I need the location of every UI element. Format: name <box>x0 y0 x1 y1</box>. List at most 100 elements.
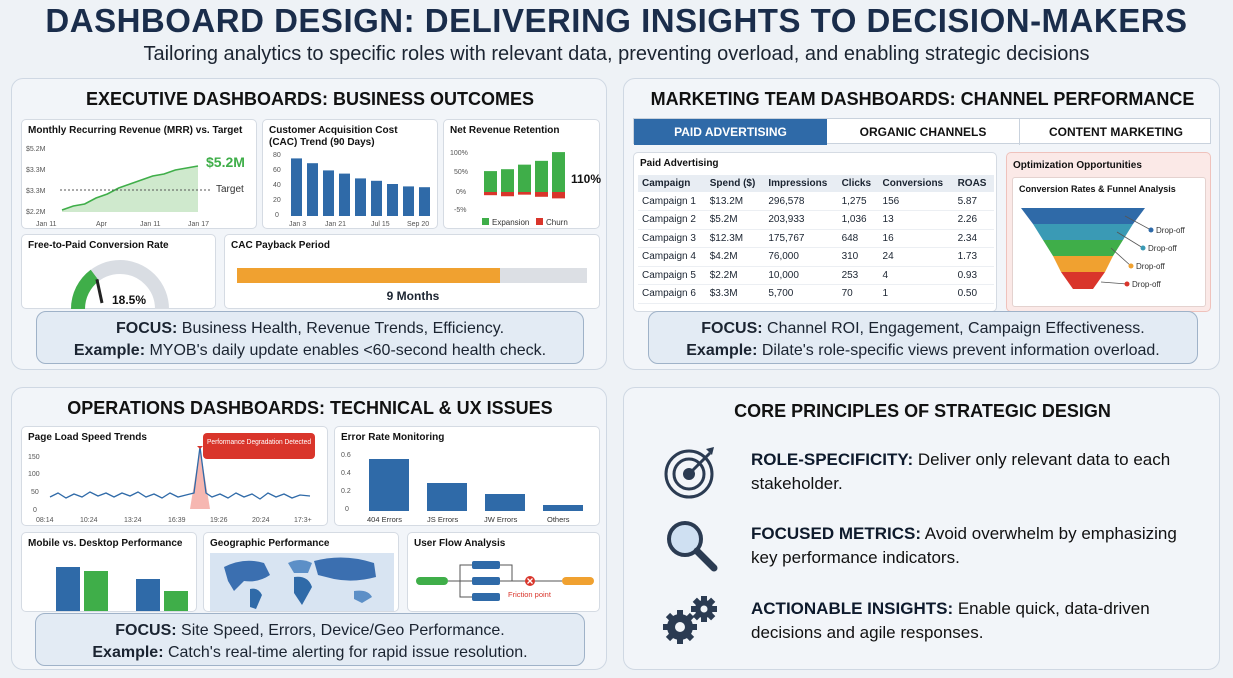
tab-organic-channels[interactable]: ORGANIC CHANNELS <box>827 119 1020 145</box>
paid-table-title: Paid Advertising <box>640 158 719 169</box>
cac-bar <box>419 187 430 216</box>
user-flow-diagram: Friction point <box>416 561 594 601</box>
nrr-expansion-bar <box>484 171 497 192</box>
mobile-desktop-card[interactable]: Mobile vs. Desktop Performance <box>21 532 197 612</box>
tab-paid-advertising[interactable]: PAID ADVERTISING <box>634 119 827 145</box>
conversion-title: Free-to-Paid Conversion Rate <box>28 240 169 251</box>
tab-content-marketing[interactable]: CONTENT MARKETING <box>1049 125 1183 139</box>
mrr-area <box>62 166 198 212</box>
mrr-title: Monthly Recurring Revenue (MRR) vs. Targ… <box>28 125 243 136</box>
table-row[interactable]: Campaign 6 $3.3M 5,700 70 1 0.50 <box>638 284 994 304</box>
flow-node <box>472 593 500 601</box>
cac-bar <box>371 180 382 216</box>
bar <box>84 571 108 611</box>
mrr-xtick: Jan 11 <box>36 221 57 228</box>
example-text: Dilate's role-specific views prevent inf… <box>761 342 1160 359</box>
table-cell: 16 <box>878 229 954 248</box>
cac-bar <box>387 184 398 216</box>
pl-xtick: 13:24 <box>124 517 142 524</box>
nrr-expansion-bar <box>552 152 565 192</box>
error-rate-card[interactable]: Error Rate Monitoring 0.6 0.4 0.2 0 404 … <box>334 426 600 526</box>
table-header[interactable]: Impressions <box>764 175 838 192</box>
mrr-value: $5.2M <box>206 154 245 170</box>
table-header[interactable]: ROAS <box>953 175 994 192</box>
focus-label: FOCUS: <box>115 320 178 337</box>
geo-card[interactable]: Geographic Performance <box>203 532 399 612</box>
payback-track <box>237 268 587 283</box>
err-category: 404 Errors <box>367 515 402 524</box>
nrr-bars <box>484 152 565 199</box>
gear-tooth <box>677 610 683 616</box>
conversion-value: 18.5% <box>112 293 146 307</box>
nrr-ytick: 0% <box>456 189 466 196</box>
table-header[interactable]: Clicks <box>837 175 879 192</box>
alert-badge <box>203 433 315 459</box>
table-cell: 1,036 <box>837 210 879 230</box>
focus-label: FOCUS: <box>115 622 177 639</box>
table-header[interactable]: Conversions <box>878 175 954 192</box>
table-cell: 1.73 <box>953 247 994 267</box>
mrr-chart: $5.2M $3.3M $3.3M $2.2M Jan 11 Apr Jan 1… <box>26 146 245 228</box>
focus-label: FOCUS: <box>701 320 763 337</box>
table-row[interactable]: Campaign 4 $4.2M 76,000 310 24 1.73 <box>638 247 994 267</box>
payback-card[interactable]: CAC Payback Period 9 Months <box>224 234 600 309</box>
principle-text: Enable quick, data-driven decisions and … <box>751 599 1150 642</box>
gear-tooth <box>685 632 695 642</box>
mrr-xtick: Jan 17 <box>188 221 209 228</box>
pl-ytick: 50 <box>31 489 39 496</box>
user-flow-card[interactable]: User Flow Analysis Friction point <box>407 532 600 612</box>
conversion-card[interactable]: Free-to-Paid Conversion Rate 18.5% <box>21 234 216 310</box>
table-cell: 10,000 <box>764 266 838 285</box>
nrr-ytick: -5% <box>454 207 466 214</box>
flow-node <box>562 577 594 585</box>
cac-bars <box>291 158 430 216</box>
table-header[interactable]: Campaign <box>638 175 706 192</box>
table-cell: $4.2M <box>705 247 765 267</box>
bar <box>164 591 188 611</box>
legend-expansion-swatch <box>482 218 489 225</box>
table-cell: 2.34 <box>953 229 994 248</box>
gear-tooth <box>663 624 669 630</box>
cac-ytick: 80 <box>273 152 281 159</box>
example-label: Example: <box>73 342 146 359</box>
mobile-desktop-chart <box>56 567 188 611</box>
paid-advertising-card: Paid Advertising Campaign Spend ($) Impres… <box>633 152 997 312</box>
table-row[interactable]: Campaign 1 $13.2M 296,578 1,275 156 5.87 <box>638 192 994 211</box>
cac-xtick: Jan 21 <box>325 221 346 228</box>
nrr-ytick: 100% <box>450 150 468 157</box>
flow-node <box>472 561 500 569</box>
principle-label: ACTIONABLE INSIGHTS: <box>751 599 954 618</box>
table-cell: 253 <box>837 266 879 285</box>
executive-panel: EXECUTIVE DASHBOARDS: BUSINESS OUTCOMES … <box>11 78 607 370</box>
err-ytick: 0.6 <box>341 452 351 459</box>
table-header[interactable]: Spend ($) <box>705 175 765 192</box>
page-load-card[interactable]: Page Load Speed Trends 150 100 50 0 08:1… <box>21 426 328 526</box>
gear-tooth <box>711 606 717 612</box>
example-label: Example: <box>92 644 164 661</box>
continent <box>288 560 312 573</box>
table-row[interactable]: Campaign 3 $12.3M 175,767 648 16 2.34 <box>638 229 994 248</box>
table-row[interactable]: Campaign 5 $2.2M 10,000 253 4 0.93 <box>638 266 994 285</box>
nrr-churn-bar <box>518 192 531 195</box>
funnel-stage <box>1053 256 1113 272</box>
table-row[interactable]: Campaign 2 $5.2M 203,933 1,036 13 2.26 <box>638 210 994 230</box>
table-cell: Campaign 1 <box>638 192 706 211</box>
bar <box>136 579 160 611</box>
funnel-stage <box>1033 224 1133 240</box>
marketing-heading: MARKETING TEAM DASHBOARDS: CHANNEL PERFO… <box>650 89 1195 109</box>
nrr-card[interactable]: Net Revenue Retention 100% 50% 0% -5% 11… <box>443 119 601 229</box>
cac-bar <box>355 178 366 216</box>
cac-ytick: 20 <box>273 197 281 204</box>
error-bars <box>369 459 583 511</box>
cac-card[interactable]: Customer Acquisition Cost (CAC) Trend (9… <box>262 119 438 229</box>
error-bar <box>543 505 583 511</box>
mrr-ytick: $2.2M <box>26 209 46 216</box>
table-cell: $13.2M <box>705 192 765 211</box>
table-cell: Campaign 6 <box>638 284 706 304</box>
target-icon <box>664 447 714 499</box>
cac-title: Customer Acquisition Cost (CAC) Trend (9… <box>269 125 398 148</box>
gear-tooth <box>706 597 716 607</box>
geo-title: Geographic Performance <box>210 538 330 549</box>
example-text: MYOB's daily update enables <60-second h… <box>149 342 547 359</box>
mrr-card[interactable]: Monthly Recurring Revenue (MRR) vs. Targ… <box>21 119 257 229</box>
